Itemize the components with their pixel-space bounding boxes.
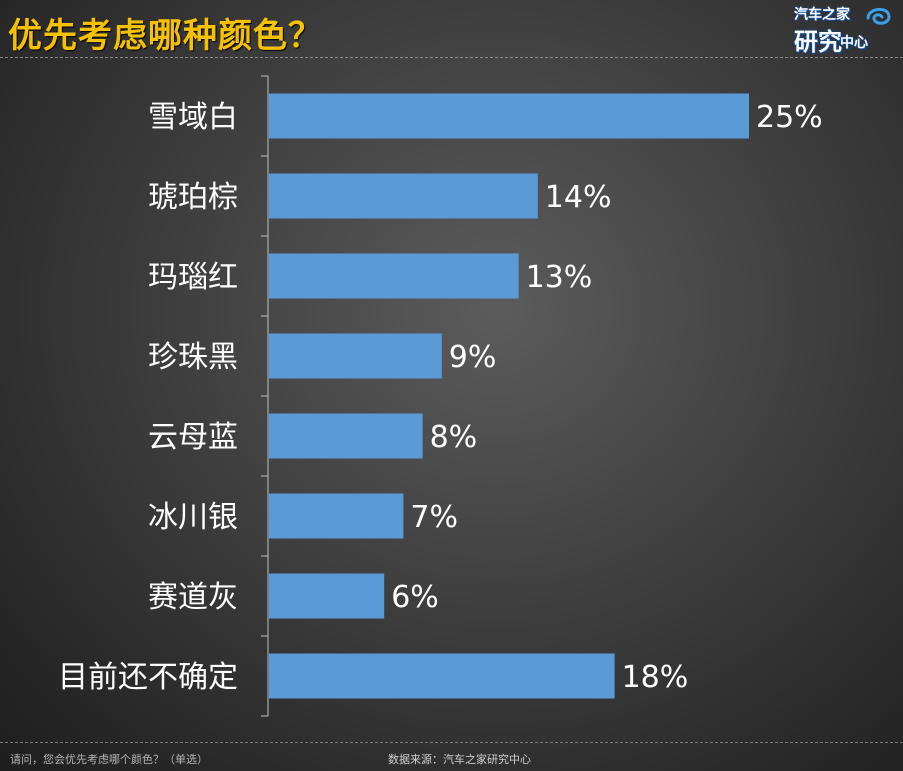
category-label: 云母蓝 (148, 420, 238, 455)
logo-text-line3: 中心 (840, 35, 868, 51)
logo-text-line1: 汽车之家 (794, 7, 850, 23)
category-label: 玛瑙红 (148, 260, 238, 295)
value-label: 6% (391, 580, 439, 615)
bar (269, 653, 615, 699)
value-label: 9% (449, 340, 497, 375)
autohome-research-logo: 汽车之家 研究 中心 (778, 2, 898, 56)
category-label: 目前还不确定 (58, 660, 238, 695)
data-source-note: 数据来源：汽车之家研究中心 (388, 753, 531, 766)
bar (269, 253, 519, 299)
logo-text-line2: 研究 (794, 28, 842, 56)
bar (269, 413, 423, 459)
category-label: 雪域白 (148, 100, 238, 135)
value-label: 13% (526, 260, 593, 295)
bar (269, 93, 749, 139)
footer-divider (0, 742, 903, 743)
survey-question-note: 请问，您会优先考虑哪个颜色？（单选） (10, 753, 208, 766)
category-label: 珍珠黑 (148, 340, 238, 375)
value-label: 7% (410, 500, 458, 535)
logo-swirl-icon (866, 8, 891, 25)
header: 优先考虑哪种颜色？ 汽车之家 研究 中心 (0, 0, 903, 58)
value-label: 14% (545, 180, 612, 215)
value-label: 18% (622, 660, 689, 695)
category-label: 冰川银 (148, 500, 238, 535)
chart-title: 优先考虑哪种颜色？ (8, 16, 323, 56)
value-label: 25% (756, 100, 823, 135)
bar-chart: 雪域白 25% 琥珀棕 14% 玛瑙红 13% 珍珠黑 9% 云母蓝 8% 冰川银 7% 赛道灰 6% 目前… (58, 75, 823, 717)
bar (269, 573, 385, 619)
category-label: 赛道灰 (148, 580, 238, 615)
header-divider (0, 57, 903, 58)
category-label: 琥珀棕 (148, 180, 238, 215)
value-label: 8% (430, 420, 478, 455)
bar (269, 333, 442, 379)
bar (269, 493, 404, 539)
bar (269, 173, 538, 219)
